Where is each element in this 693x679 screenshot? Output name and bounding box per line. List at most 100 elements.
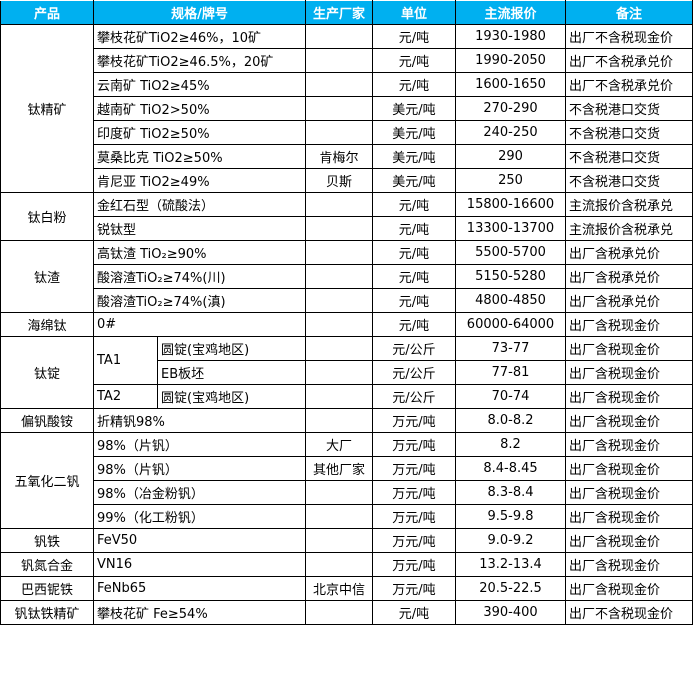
price-cell: 1990-2050 <box>455 48 566 73</box>
spec-cell: 云南矿 TiO2≥45% <box>93 72 306 97</box>
note-cell: 出厂含税现金价 <box>565 312 693 337</box>
product-cell: 钒钛铁精矿 <box>0 600 94 625</box>
spec-cell: 攀枝花矿TiO2≥46.5%，20矿 <box>93 48 306 73</box>
maker-cell <box>305 360 373 385</box>
unit-cell: 元/公斤 <box>372 384 456 409</box>
unit-cell: 万元/吨 <box>372 408 456 433</box>
price-cell: 8.0-8.2 <box>455 408 566 433</box>
unit-cell: 万元/吨 <box>372 456 456 481</box>
maker-cell <box>305 120 373 145</box>
price-cell: 290 <box>455 144 566 169</box>
unit-cell: 元/吨 <box>372 192 456 217</box>
table-row: 钒氮合金 VN16 万元/吨 13.2-13.4 出厂含税现金价 <box>0 552 693 577</box>
note-cell: 出厂不含税现金价 <box>565 600 693 625</box>
spec-cell: VN16 <box>93 552 306 577</box>
product-cell: 巴西铌铁 <box>0 576 94 601</box>
spec-cell: 圆锭(宝鸡地区) <box>157 336 306 361</box>
table-row: 五氧化二钒 98%（片钒） 大厂 万元/吨 8.2 出厂含税现金价 <box>0 432 693 529</box>
header-unit: 单位 <box>372 0 456 25</box>
maker-cell <box>305 528 373 553</box>
maker-cell <box>305 480 373 505</box>
spec-cell: FeNb65 <box>93 576 306 601</box>
spec-cell: 98%（片钒） <box>93 432 306 457</box>
spec-cell: 0# <box>93 312 306 337</box>
unit-cell: 元/吨 <box>372 264 456 289</box>
note-cell: 出厂含税现金价 <box>565 432 693 457</box>
price-cell: 20.5-22.5 <box>455 576 566 601</box>
price-cell: 8.2 <box>455 432 566 457</box>
spec-cell: 越南矿 TiO2>50% <box>93 96 306 121</box>
product-cell: 钛渣 <box>0 240 94 313</box>
table-row: 偏钒酸铵 折精钒98% 万元/吨 8.0-8.2 出厂含税现金价 <box>0 408 693 433</box>
note-cell: 出厂含税现金价 <box>565 456 693 481</box>
note-cell: 出厂含税现金价 <box>565 552 693 577</box>
note-cell: 出厂含税承兑价 <box>565 264 693 289</box>
header-note: 备注 <box>565 0 693 25</box>
spec-cell: 攀枝花矿 Fe≥54% <box>93 600 306 625</box>
unit-cell: 美元/吨 <box>372 96 456 121</box>
spec-cell: FeV50 <box>93 528 306 553</box>
spec-cell: 高钛渣 TiO₂≥90% <box>93 240 306 265</box>
maker-cell: 肯梅尔 <box>305 144 373 169</box>
product-cell: 钛白粉 <box>0 192 94 241</box>
note-cell: 出厂不含税现金价 <box>565 24 693 49</box>
spec-cell: 印度矿 TiO2≥50% <box>93 120 306 145</box>
price-cell: 8.3-8.4 <box>455 480 566 505</box>
maker-cell <box>305 96 373 121</box>
spec-cell: 酸溶渣TiO₂≥74%(滇) <box>93 288 306 313</box>
header-price: 主流报价 <box>455 0 566 25</box>
price-cell: 1600-1650 <box>455 72 566 97</box>
price-cell: 60000-64000 <box>455 312 566 337</box>
note-cell: 出厂含税现金价 <box>565 336 693 361</box>
price-table: 产品 规格/牌号 生产厂家 单位 主流报价 备注 钛精矿 攀枝花矿TiO2≥46%… <box>0 0 693 625</box>
unit-cell: 元/公斤 <box>372 360 456 385</box>
table-row: 钒铁 FeV50 万元/吨 9.0-9.2 出厂含税现金价 <box>0 528 693 553</box>
maker-cell: 大厂 <box>305 432 373 457</box>
note-cell: 出厂含税现金价 <box>565 480 693 505</box>
note-cell: 出厂含税现金价 <box>565 576 693 601</box>
price-cell: 15800-16600 <box>455 192 566 217</box>
table-row: 肯尼亚 TiO2≥49% 贝斯 美元/吨 250 不含税港口交货 <box>1 168 693 193</box>
unit-cell: 元/吨 <box>372 600 456 625</box>
maker-cell <box>305 408 373 433</box>
header-maker: 生产厂家 <box>305 0 373 25</box>
spec-cell: 99%（化工粉钒） <box>93 504 306 529</box>
price-cell: 9.5-9.8 <box>455 504 566 529</box>
table-row: 钛白粉 金红石型（硫酸法） 元/吨 15800-16600 主流报价含税承兑 <box>0 192 693 241</box>
maker-cell <box>305 192 373 217</box>
table-row: 莫桑比克 TiO2≥50% 肯梅尔 美元/吨 290 不含税港口交货 <box>1 144 693 169</box>
header-row: 产品 规格/牌号 生产厂家 单位 主流报价 备注 <box>0 0 693 25</box>
unit-cell: 美元/吨 <box>372 120 456 145</box>
maker-cell <box>305 264 373 289</box>
table-row: 云南矿 TiO2≥45% 元/吨 1600-1650 出厂不含税承兑价 <box>1 72 693 97</box>
price-cell: 13300-13700 <box>455 216 566 241</box>
unit-cell: 万元/吨 <box>372 552 456 577</box>
unit-cell: 元/吨 <box>372 48 456 73</box>
table-row: 酸溶渣TiO₂≥74%(川) 元/吨 5150-5280 出厂含税承兑价 <box>1 264 693 289</box>
price-cell: 8.4-8.45 <box>455 456 566 481</box>
unit-cell: 美元/吨 <box>372 144 456 169</box>
maker-cell <box>305 216 373 241</box>
table-row: TA2 圆锭(宝鸡地区) 元/公斤 70-74 出厂含税现金价 <box>1 384 693 409</box>
note-cell: 主流报价含税承兑 <box>565 216 693 241</box>
table-row: 钒钛铁精矿 攀枝花矿 Fe≥54% 元/吨 390-400 出厂不含税现金价 <box>0 600 693 625</box>
price-cell: 13.2-13.4 <box>455 552 566 577</box>
product-cell: 钛锭 <box>0 336 94 409</box>
table-row: 98%（冶金粉钒） 万元/吨 8.3-8.4 出厂含税现金价 <box>1 480 693 505</box>
price-cell: 1930-1980 <box>455 24 566 49</box>
maker-cell: 其他厂家 <box>305 456 373 481</box>
spec-cell: 肯尼亚 TiO2≥49% <box>93 168 306 193</box>
unit-cell: 万元/吨 <box>372 528 456 553</box>
unit-cell: 万元/吨 <box>372 504 456 529</box>
table-row: 钛精矿 攀枝花矿TiO2≥46%，10矿 元/吨 1930-1980 出厂不含税现金价 <box>0 24 693 193</box>
unit-cell: 元/吨 <box>372 240 456 265</box>
price-cell: 5150-5280 <box>455 264 566 289</box>
price-cell: 5500-5700 <box>455 240 566 265</box>
product-cell: 钛精矿 <box>0 24 94 193</box>
unit-cell: 元/吨 <box>372 312 456 337</box>
table-row: 海绵钛 0# 元/吨 60000-64000 出厂含税现金价 <box>0 312 693 337</box>
unit-cell: 万元/吨 <box>372 576 456 601</box>
unit-cell: 元/吨 <box>372 72 456 97</box>
price-cell: 9.0-9.2 <box>455 528 566 553</box>
price-cell: 250 <box>455 168 566 193</box>
